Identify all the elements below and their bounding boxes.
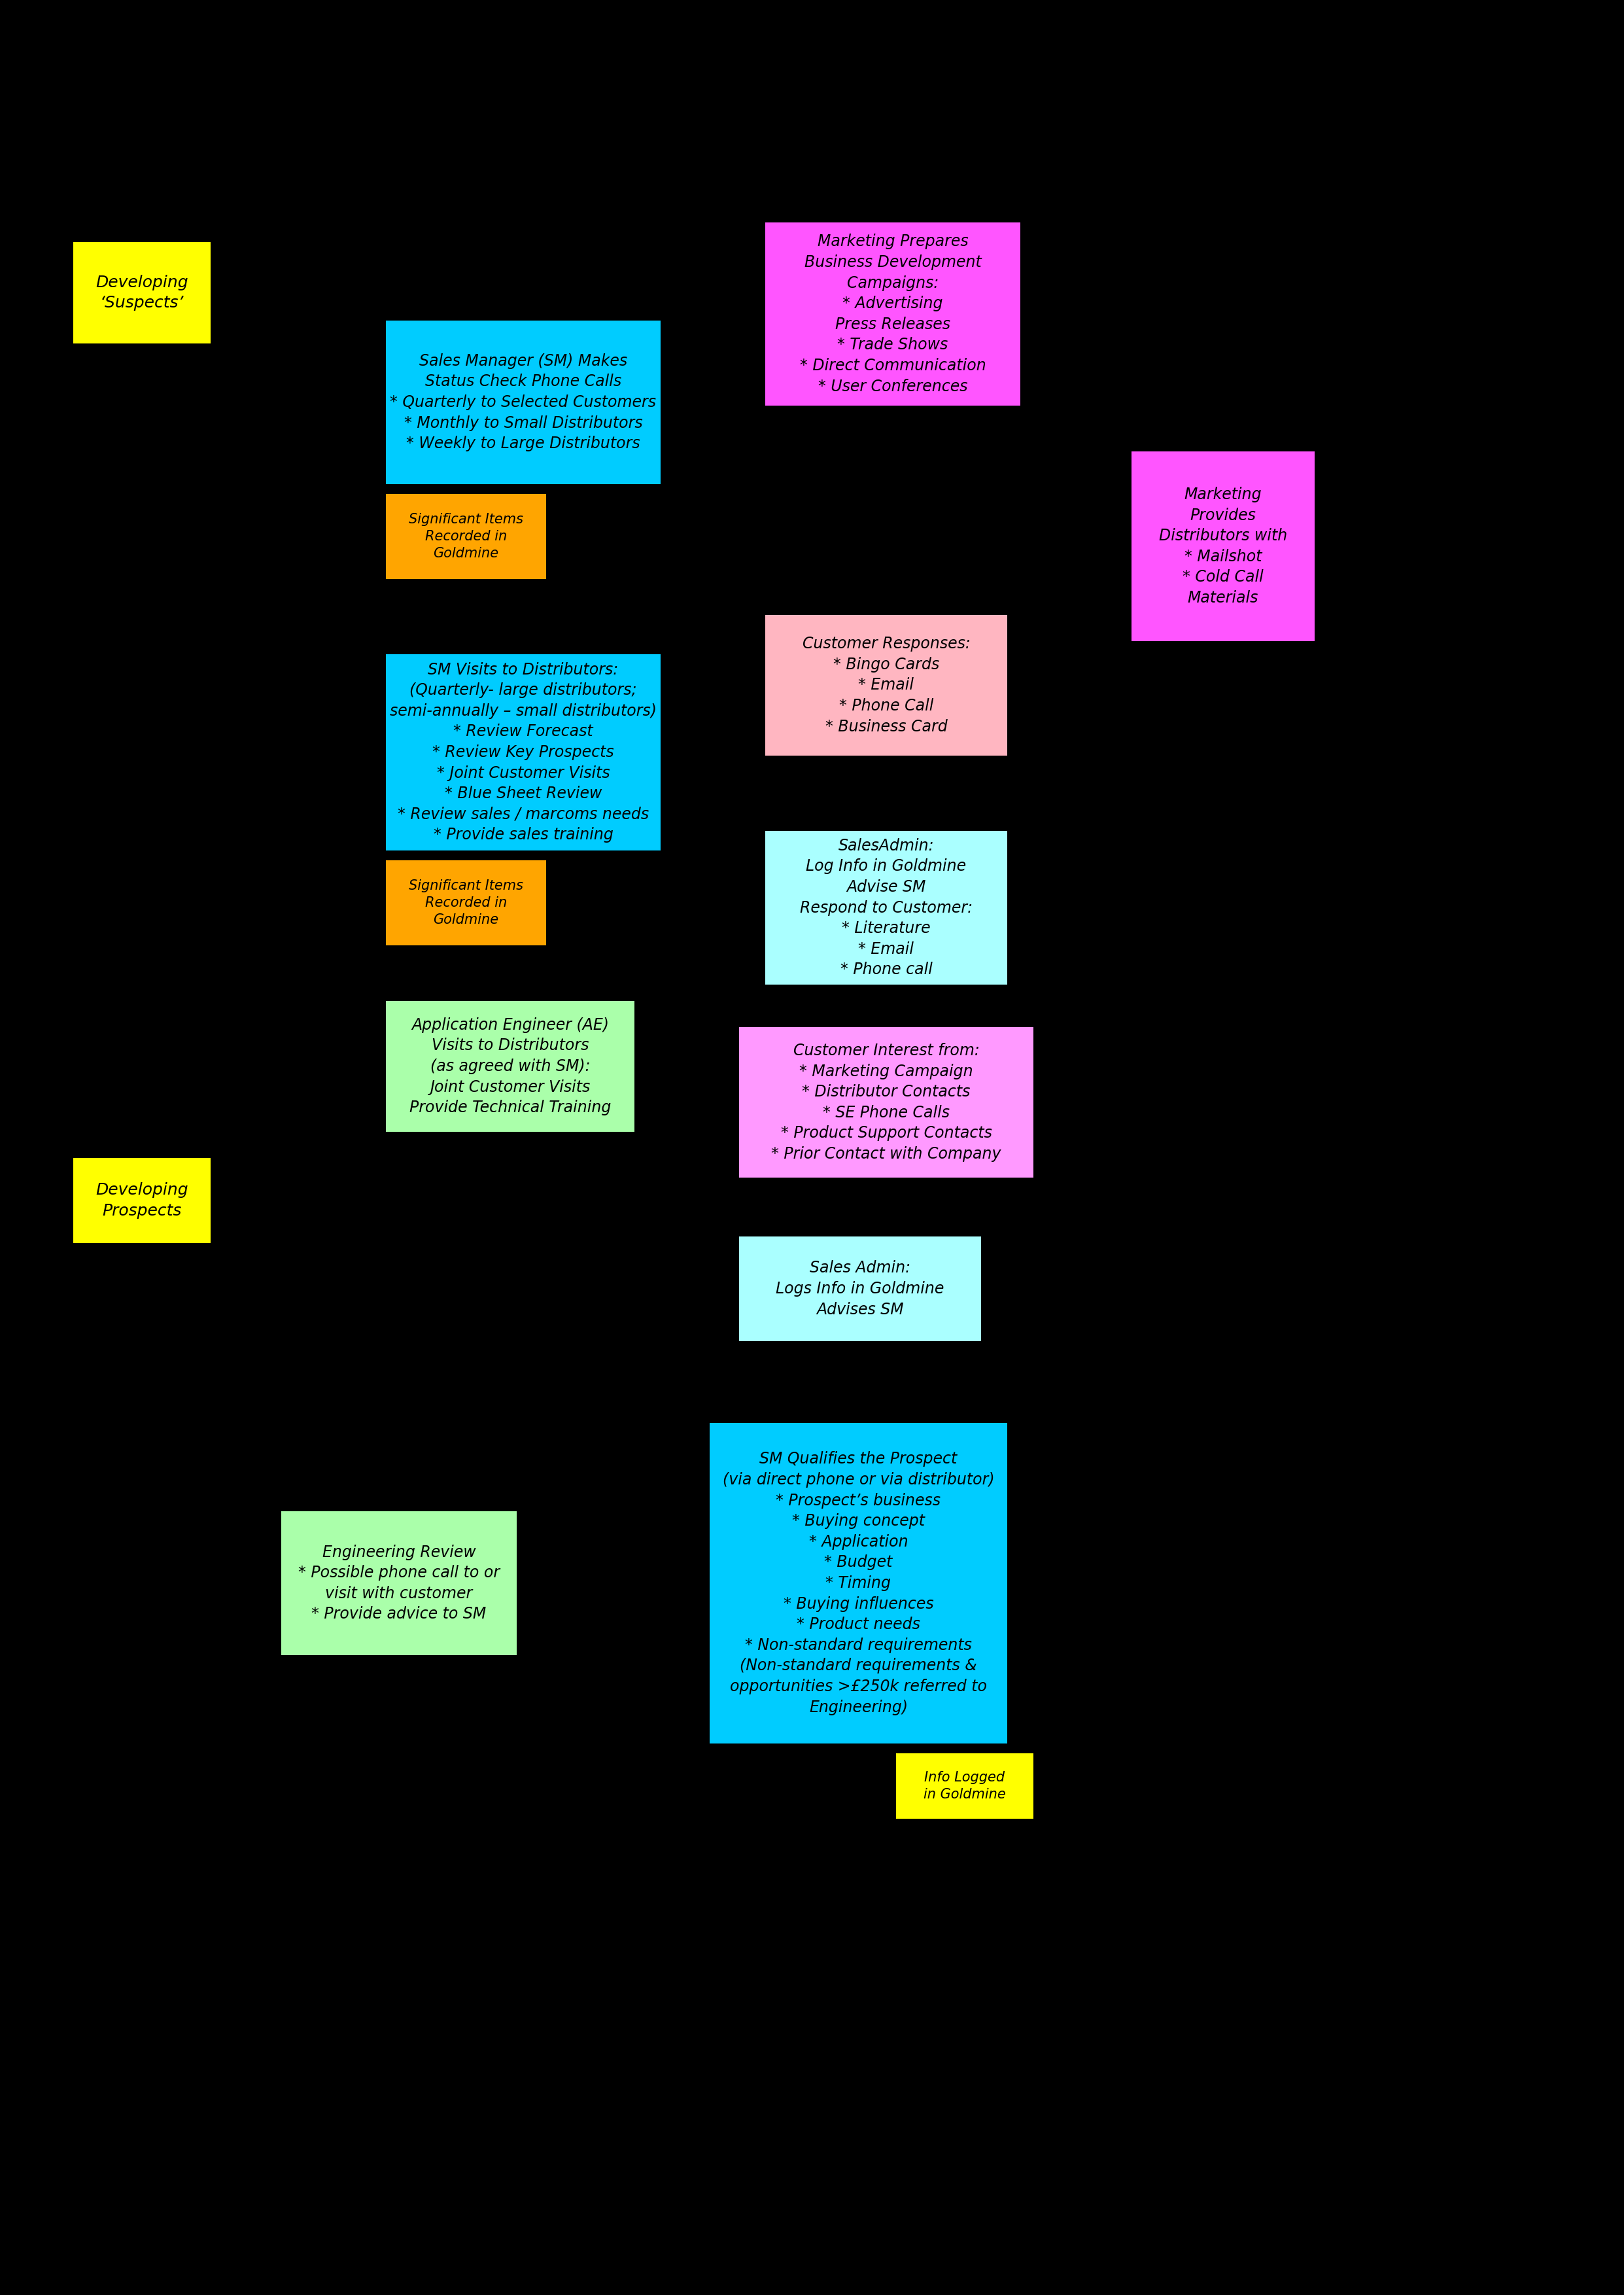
Bar xyxy=(387,861,546,946)
Bar xyxy=(387,321,661,484)
Text: Significant Items
Recorded in
Goldmine: Significant Items Recorded in Goldmine xyxy=(409,512,523,560)
Text: Application Engineer (AE)
Visits to Distributors
(as agreed with SM):
Joint Cust: Application Engineer (AE) Visits to Dist… xyxy=(409,1017,611,1115)
Bar xyxy=(710,1423,1007,1744)
Bar xyxy=(387,493,546,578)
Text: Sales Admin:
Logs Info in Goldmine
Advises SM: Sales Admin: Logs Info in Goldmine Advis… xyxy=(776,1260,944,1317)
Bar xyxy=(739,1237,981,1340)
Text: SM Qualifies the Prospect
(via direct phone or via distributor)
* Prospect’s bus: SM Qualifies the Prospect (via direct ph… xyxy=(723,1450,994,1714)
Text: SM Visits to Distributors:
(Quarterly- large distributors;
semi-annually – small: SM Visits to Distributors: (Quarterly- l… xyxy=(390,661,656,842)
Bar xyxy=(73,1159,211,1244)
Text: SalesAdmin:
Log Info in Goldmine
Advise SM
Respond to Customer:
* Literature
* E: SalesAdmin: Log Info in Goldmine Advise … xyxy=(801,838,973,978)
Text: Developing
‘Suspects’: Developing ‘Suspects’ xyxy=(96,275,188,310)
Bar xyxy=(739,1028,1033,1177)
Bar xyxy=(765,831,1007,985)
Bar xyxy=(281,1510,516,1655)
Bar xyxy=(1132,452,1315,640)
Text: Info Logged
in Goldmine: Info Logged in Goldmine xyxy=(924,1772,1005,1802)
Text: Significant Items
Recorded in
Goldmine: Significant Items Recorded in Goldmine xyxy=(409,879,523,927)
Text: Marketing
Provides
Distributors with
* Mailshot
* Cold Call
Materials: Marketing Provides Distributors with * M… xyxy=(1160,487,1288,606)
Bar xyxy=(387,654,661,851)
Text: Engineering Review
* Possible phone call to or
visit with customer
* Provide adv: Engineering Review * Possible phone call… xyxy=(299,1545,500,1623)
Text: Customer Interest from:
* Marketing Campaign
* Distributor Contacts
* SE Phone C: Customer Interest from: * Marketing Camp… xyxy=(771,1042,1000,1161)
Bar xyxy=(765,615,1007,755)
Bar xyxy=(765,223,1020,406)
Bar xyxy=(896,1753,1033,1818)
Bar xyxy=(387,1001,635,1131)
Text: Customer Responses:
* Bingo Cards
* Email
* Phone Call
* Business Card: Customer Responses: * Bingo Cards * Emai… xyxy=(802,636,970,734)
Bar xyxy=(73,241,211,344)
Text: Marketing Prepares
Business Development
Campaigns:
* Advertising
Press Releases
: Marketing Prepares Business Development … xyxy=(799,234,986,395)
Text: Developing
Prospects: Developing Prospects xyxy=(96,1182,188,1219)
Text: Sales Manager (SM) Makes
Status Check Phone Calls
* Quarterly to Selected Custom: Sales Manager (SM) Makes Status Check Ph… xyxy=(390,353,656,452)
